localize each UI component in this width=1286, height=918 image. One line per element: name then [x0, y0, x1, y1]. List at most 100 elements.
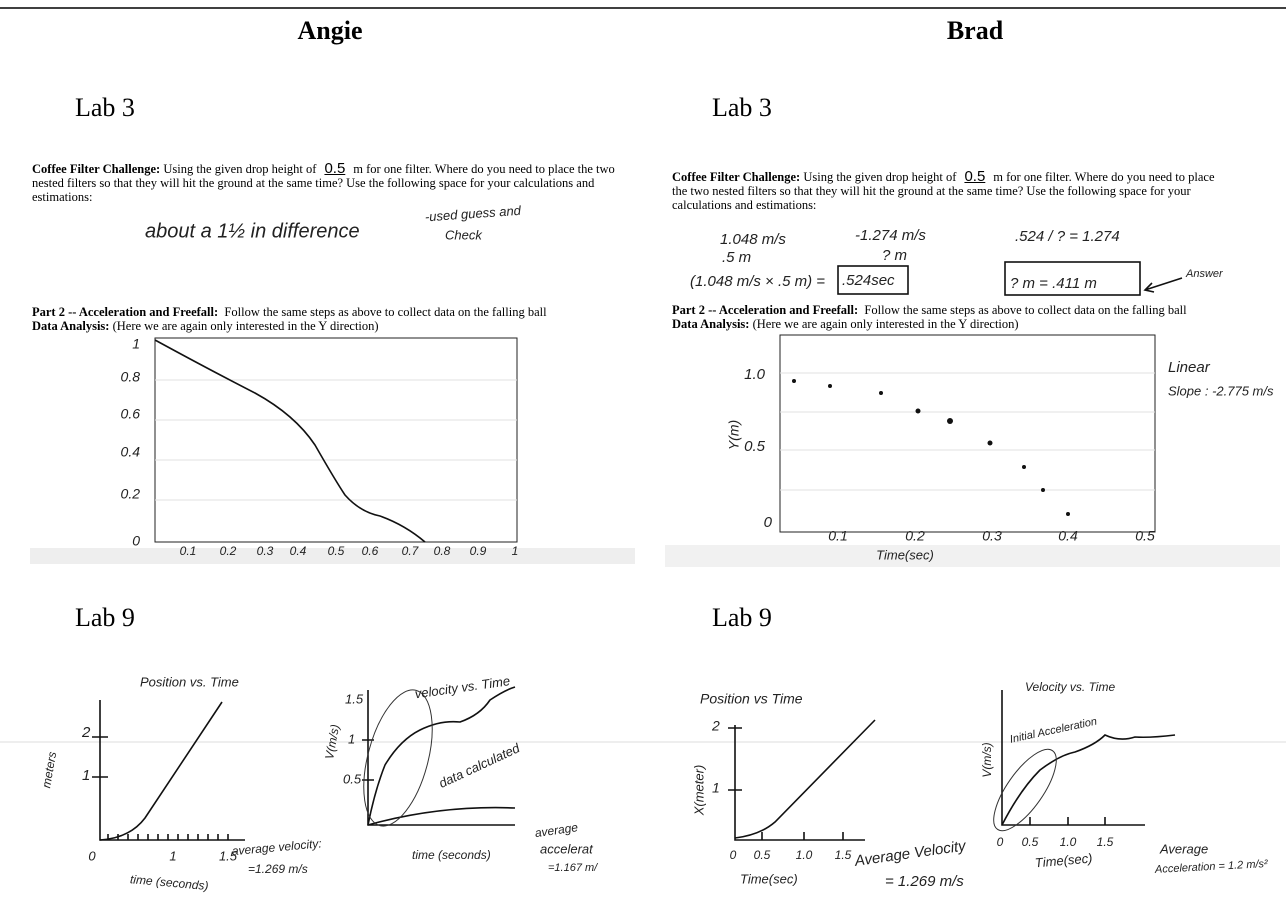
label: Data Analysis: — [32, 319, 110, 333]
y-tick-label: 0 — [764, 514, 773, 531]
handwriting: -used guess and — [424, 203, 522, 225]
x-tick-label: 0 — [730, 848, 737, 862]
y-tick-label: 1 — [132, 336, 140, 352]
y-tick-label: 1 — [712, 780, 720, 796]
y-tick-label: 2 — [81, 724, 91, 741]
x-tick-label: 0.3 — [982, 528, 1002, 544]
column-header: Brad — [946, 16, 1004, 45]
lab-heading: Lab 3 — [75, 93, 135, 122]
y-axis-label: meters — [39, 751, 59, 790]
challenge: Coffee Filter Challenge: Using the given… — [32, 160, 627, 204]
height: 0.5 — [964, 168, 986, 185]
handwriting: .524 / ? = 1.274 — [1015, 228, 1120, 245]
velocity-curve — [1001, 734, 1176, 826]
y-tick-label: 0.5 — [343, 771, 362, 786]
text: Follow the same steps as above to collec… — [864, 303, 1187, 317]
x-tick-label: 0 — [88, 848, 96, 863]
handwriting: Check — [445, 227, 483, 242]
y-axis-label: Y(m) — [726, 420, 742, 450]
y-tick-label: 0.4 — [121, 444, 141, 460]
graph-title: Velocity vs. Time — [1025, 680, 1115, 694]
x-tick-label: 0.5 — [1135, 528, 1155, 544]
height: 0.5 — [324, 160, 346, 177]
x-tick-label: 1.5 — [835, 848, 852, 862]
x-tick-label: 1.5 — [1097, 835, 1114, 849]
handwriting: Average Velocity — [853, 837, 968, 870]
answer-box — [1004, 261, 1141, 296]
x-tick-label: 0 — [997, 835, 1004, 849]
circle-mark — [993, 748, 1057, 832]
handwriting: =1.269 m/s — [248, 862, 308, 876]
graph-title: Position vs Time — [700, 691, 803, 707]
graph-curve — [154, 339, 426, 543]
text: m for one filter. Where do you need to p… — [672, 170, 1215, 212]
graph-frame — [154, 337, 518, 543]
scan-shade — [665, 545, 1280, 567]
x-tick-label: 1.0 — [1060, 835, 1077, 849]
y-axis-label: V(m/s) — [322, 723, 342, 760]
handwriting: Acceleration = 1.2 m/s² — [1154, 858, 1269, 876]
label: Part 2 -- Acceleration and Freefall: — [32, 305, 219, 319]
part2: Part 2 -- Acceleration and Freefall: Fol… — [672, 303, 1272, 331]
x-tick-label: 0.4 — [290, 544, 307, 558]
annotation: data calculated — [436, 740, 522, 791]
y-tick-label: 1 — [82, 767, 90, 784]
column-header: Angie — [297, 16, 363, 45]
handwriting: 1.048 m/s — [720, 231, 786, 248]
x-axis-label: time (seconds) — [129, 872, 209, 893]
ticks — [107, 834, 229, 840]
scan-shade — [30, 548, 635, 564]
graph-grid — [780, 372, 1155, 491]
x-tick-label: 0.2 — [220, 544, 237, 558]
x-tick-label: 0.4 — [1058, 528, 1078, 544]
graph-title: velocity vs. Time — [414, 673, 511, 701]
y-tick-label: 0.6 — [121, 406, 141, 422]
label: Coffee Filter Challenge: — [672, 170, 801, 184]
handwriting: accelerat — [540, 841, 594, 856]
x-tick-label: 0.5 — [754, 848, 771, 862]
handwriting: = 1.269 m/s — [885, 873, 964, 890]
position-curve — [734, 719, 876, 839]
x-axis-label: Time(sec) — [1034, 850, 1093, 870]
label: Part 2 -- Acceleration and Freefall: — [672, 303, 859, 317]
velocity-line — [367, 806, 516, 826]
y-tick-label: 0.8 — [121, 369, 141, 385]
x-tick-label: 0.7 — [402, 544, 420, 558]
text: (Here we are again only interested in th… — [752, 317, 1019, 331]
text: (Here we are again only interested in th… — [112, 319, 379, 333]
axes — [1001, 690, 1145, 826]
position-curve — [99, 701, 223, 841]
handwriting: about a 1½ in difference — [145, 220, 360, 242]
y-tick-label: 0 — [132, 533, 140, 549]
x-axis-label: Time(sec) — [876, 547, 934, 562]
part2: Part 2 -- Acceleration and Freefall: Fol… — [32, 305, 632, 333]
text: Follow the same steps as above to collec… — [224, 305, 547, 319]
axes — [92, 700, 245, 841]
x-tick-label: 0.9 — [470, 544, 487, 558]
lab-heading: Lab 9 — [75, 603, 135, 632]
x-tick-label: 1 — [512, 544, 519, 558]
y-axis-label: X(meter) — [691, 765, 706, 817]
x-tick-label: 1.5 — [219, 848, 238, 863]
graph-grid — [155, 379, 517, 501]
y-tick-label: 2 — [711, 718, 720, 734]
answer-box — [837, 265, 909, 295]
y-tick-label: 1 — [348, 731, 355, 746]
x-axis-label: time (seconds) — [412, 848, 491, 862]
handwriting: .524sec — [842, 272, 895, 289]
handwriting: (1.048 m/s × .5 m) = — [690, 273, 825, 290]
x-tick-label: 0.5 — [328, 544, 345, 558]
y-tick-label: 0.5 — [744, 438, 766, 455]
handwriting: ? m — [882, 247, 907, 264]
text: Using the given drop height of — [163, 162, 317, 176]
y-axis-label: V(m/s) — [980, 742, 994, 777]
handwriting: Answer — [1185, 268, 1224, 280]
axes — [728, 725, 865, 841]
handwriting: average — [534, 820, 579, 840]
circle-mark — [363, 689, 433, 827]
annotation: Initial Acceleration — [1009, 716, 1098, 746]
x-tick-label: 0.2 — [905, 528, 925, 544]
label: Data Analysis: — [672, 317, 750, 331]
